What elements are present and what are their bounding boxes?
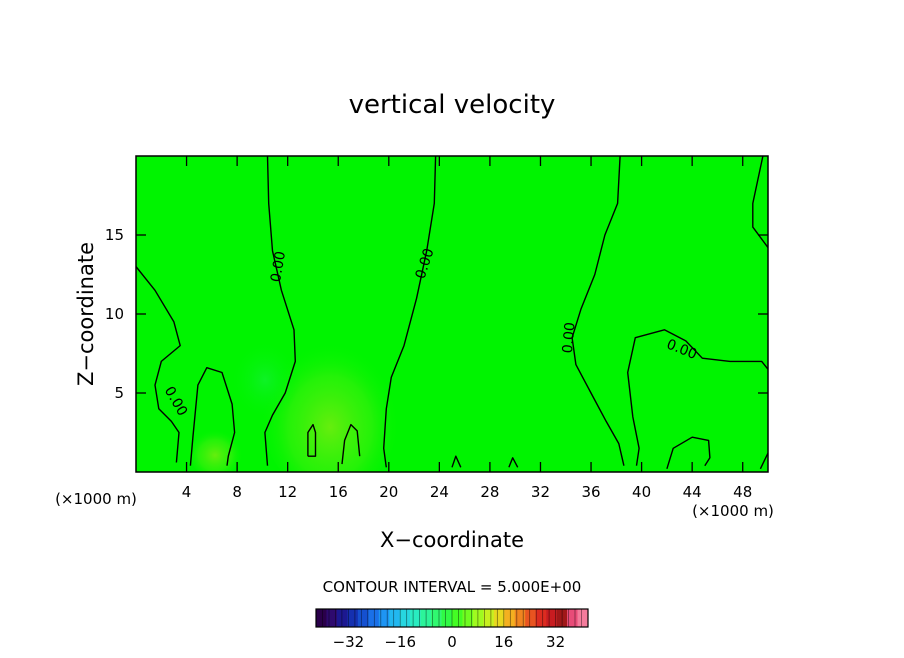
x-tick-label-2: 12 (278, 483, 297, 501)
contour-line-3 (571, 156, 625, 466)
colorbar-swatch-21 (535, 609, 547, 627)
colorbar-swatch-14 (462, 609, 474, 627)
x-tick-label-11: 48 (733, 483, 752, 501)
colorbar-swatch-9 (410, 609, 421, 627)
colorbar-swatch-17 (493, 609, 505, 627)
x-unit-right: (×1000 m) (692, 502, 774, 520)
colorbar-swatch-11 (431, 609, 442, 627)
colorbar-swatch-18 (504, 609, 516, 627)
colorbar-swatch-12 (441, 609, 453, 627)
x-tick-label-4: 20 (379, 483, 398, 501)
colorbar (315, 608, 589, 628)
colorbar-swatch-20 (525, 609, 536, 627)
x-unit-left: (×1000 m) (55, 490, 137, 508)
colorbar-tick-label-2: 0 (447, 633, 457, 651)
contour-label-2: 0.00 (560, 322, 579, 354)
colorbar-swatch-3 (347, 609, 359, 627)
velocity-field (136, 156, 768, 472)
colorbar-tick-label-4: 32 (546, 633, 565, 651)
contour-line-6 (189, 367, 236, 466)
colorbar-swatch-25 (577, 609, 589, 627)
colorbar-tick-label-1: −16 (384, 633, 416, 651)
x-tick-label-8: 36 (581, 483, 600, 501)
x-axis-label: X−coordinate (380, 528, 524, 552)
x-tick-label-7: 32 (531, 483, 550, 501)
colorbar-swatch-8 (399, 609, 411, 627)
colorbar-swatch-16 (483, 609, 495, 627)
colorbar-swatch-24 (567, 609, 578, 627)
x-axis-ticks: 4 8 12 16 20 24 28 32 36 40 44 48 (182, 156, 752, 501)
colorbar-swatch-7 (389, 609, 400, 627)
contour-line-9 (451, 455, 462, 468)
x-tick-label-1: 8 (232, 483, 242, 501)
colorbar-tick-label-0: −32 (333, 633, 365, 651)
x-tick-label-0: 4 (182, 483, 192, 501)
chart-title: vertical velocity (349, 90, 556, 120)
contour-line-12 (759, 452, 768, 470)
y-axis-label: Z−coordinate (74, 242, 98, 386)
x-tick-label-6: 28 (480, 483, 499, 501)
x-tick-label-9: 40 (632, 483, 651, 501)
contour-line-0 (136, 266, 181, 463)
colorbar-swatch-2 (336, 609, 348, 627)
contour-label-0: 0.00 (268, 250, 289, 283)
contour-line-2 (383, 156, 437, 468)
y-tick-label-2: 15 (105, 226, 124, 244)
contour-line-11 (666, 436, 711, 470)
contour-line-4 (752, 156, 768, 249)
x-tick-label-3: 16 (329, 483, 348, 501)
colorbar-swatch-6 (378, 609, 390, 627)
colorbar-swatch-4 (357, 609, 369, 627)
colorbar-tick-label-3: 16 (494, 633, 513, 651)
field-shade-edge (187, 424, 243, 472)
y-tick-label-0: 5 (114, 384, 124, 402)
colorbar-swatch-13 (452, 609, 463, 627)
field-shade-weak (230, 340, 300, 420)
contour-line-5 (627, 329, 768, 466)
colorbar-ticks: −32 −16 0 16 32 (333, 633, 566, 651)
colorbar-swatch-1 (326, 609, 338, 627)
plot-area: 0.00 0.000.00 0.000.00 4 8 12 16 20 24 28 32 36 40 4… (105, 155, 769, 501)
colorbar-swatch-5 (368, 609, 380, 627)
y-tick-label-1: 10 (105, 305, 124, 323)
colorbar-swatch-15 (472, 609, 484, 627)
colorbar-swatch-19 (514, 609, 526, 627)
colorbar-swatch-0 (316, 609, 327, 627)
contour-line-1 (264, 156, 296, 466)
x-tick-label-10: 44 (683, 483, 702, 501)
contour-line-7 (307, 423, 317, 457)
contour-line-8 (341, 423, 361, 465)
y-axis-ticks: 5 10 15 (105, 226, 768, 402)
x-tick-label-5: 24 (430, 483, 449, 501)
contour-interval-label: CONTOUR INTERVAL = 5.000E+00 (323, 578, 582, 596)
contour-line-10 (508, 457, 519, 468)
colorbar-frame (315, 608, 589, 628)
colorbar-swatch-22 (546, 609, 557, 627)
contour-lines (136, 156, 768, 470)
